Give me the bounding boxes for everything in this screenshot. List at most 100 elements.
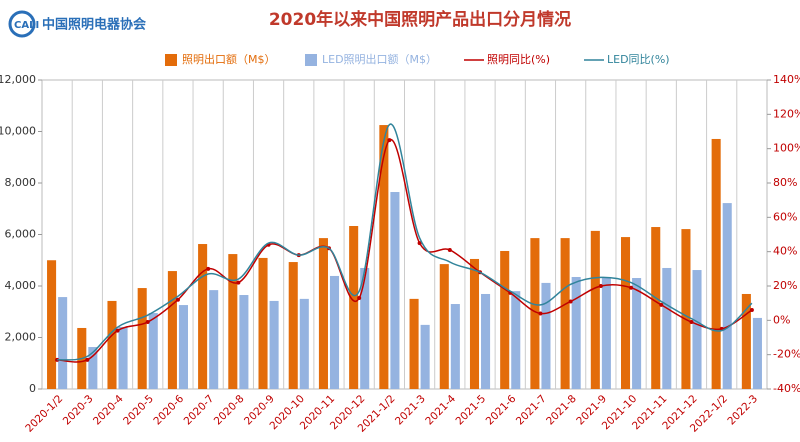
bar [632,278,642,389]
bar [511,291,521,389]
y2-tick-label: 100% [773,142,800,155]
bar [651,227,661,389]
bar [258,257,268,389]
bar [178,305,188,389]
y2-tick-label: 80% [773,176,797,189]
bar [450,304,460,389]
bar [198,244,208,389]
x-tick-label: 2021-5 [453,393,488,428]
bar [590,230,600,389]
bar [741,293,751,389]
line-marker [145,320,150,325]
logo-abbr: CALI [14,20,39,31]
y2-tick-label: 120% [773,107,800,120]
bar [711,138,721,389]
line-marker [236,280,241,285]
bar [500,250,510,389]
y-tick-label: 0 [29,382,36,395]
line-marker [115,328,120,333]
line-marker [749,308,754,313]
y-tick-label: 12,000 [0,73,36,86]
bar [481,293,491,389]
x-tick-label: 2020-4 [91,393,126,428]
line-marker [447,247,452,252]
line-marker [689,320,694,325]
bar [228,254,238,389]
y2-tick-label: 40% [773,245,797,258]
x-tick-label: 2021-8 [544,393,579,428]
x-tick-label: 2020-5 [121,393,156,428]
line-marker [598,284,603,288]
y2-tick-label: -40% [773,382,800,395]
y-tick-label: 4,000 [5,279,37,292]
bar [571,276,581,389]
bar [58,297,68,389]
bar [318,238,328,389]
line-marker [568,299,573,304]
bar [681,229,691,389]
legend-label: LED照明出口额（M$） [322,52,437,66]
line-marker [538,311,543,316]
legend-label: LED同比(%) [607,53,670,66]
y-tick-label: 8,000 [5,176,37,189]
bar [288,262,298,389]
x-tick-label: 2021-7 [514,393,549,428]
line-marker [659,302,664,307]
bar [167,271,177,389]
bar [621,237,631,389]
legend-swatch [165,54,177,66]
bar [269,300,279,389]
y-tick-label: 10,000 [0,125,36,138]
y2-tick-label: -20% [773,348,800,361]
bar [88,347,98,389]
bar [107,300,117,389]
x-tick-label: 2022-3 [725,393,760,428]
x-tick-label: 2020-1/2 [23,393,65,435]
y2-tick-label: 0% [773,313,790,326]
bar [601,278,611,389]
x-tick-label: 2021-4 [423,393,458,428]
bar [137,288,147,389]
bar [390,192,400,389]
bar [439,264,449,389]
x-tick-label: 2021-6 [484,393,519,428]
line-marker [175,297,180,302]
legend-label: 照明同比(%) [487,53,550,66]
bar [299,298,309,389]
bar [360,267,370,389]
bar [692,270,702,389]
legend-label: 照明出口额（M$） [182,52,276,66]
line-marker [629,285,634,290]
bar [662,267,672,389]
bar [420,324,430,389]
y2-tick-label: 140% [773,73,800,86]
logo-name: 中国照明电器协会 [42,17,147,33]
y2-tick-label: 20% [773,279,797,292]
bar [47,260,57,389]
x-tick-label: 2021-3 [393,393,428,428]
bar [530,238,540,389]
bar [118,326,128,389]
bar [541,282,551,389]
bar [349,226,359,389]
line-marker [387,138,392,143]
x-tick-label: 2020-8 [212,393,247,428]
logo-ring [8,10,36,38]
bar [752,317,762,389]
legend-swatch [305,54,317,66]
bar [329,275,340,389]
x-tick-label: 2020-6 [151,393,186,428]
chart-title: 2020年以来中国照明产品出口分月情况 [269,9,571,30]
line-marker [357,296,362,301]
bar [379,125,389,389]
y-tick-label: 2,000 [5,331,37,344]
line-marker [417,241,422,246]
x-tick-label: 2020-7 [182,393,217,428]
y-tick-label: 6,000 [5,228,37,241]
bar [148,313,158,389]
line-marker [206,266,211,271]
line-marker [85,357,90,362]
y2-tick-label: 60% [773,210,797,223]
bar [722,203,732,389]
